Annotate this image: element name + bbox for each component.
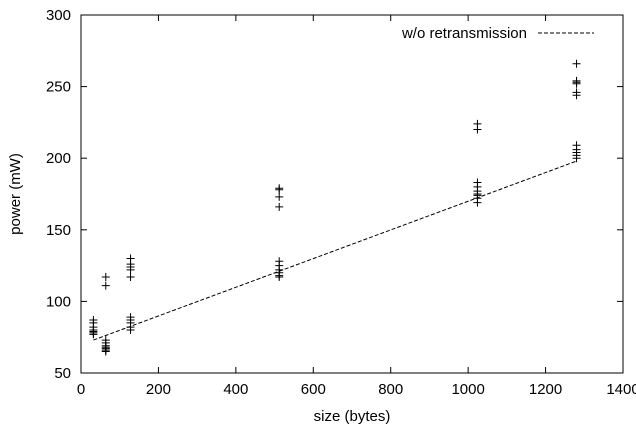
data-point	[126, 326, 135, 335]
data-point	[126, 265, 135, 274]
y-tick-label: 300	[46, 7, 71, 24]
series-line	[93, 160, 577, 341]
y-tick-label: 150	[46, 222, 71, 239]
ticks: 0 200 400 600 800 1000 1200 1400 50 100 150 200 250 3…	[46, 7, 636, 398]
data-point	[473, 198, 482, 207]
legend: w/o retransmission	[401, 25, 594, 42]
data-point	[101, 281, 110, 290]
y-tick-label: 100	[46, 293, 71, 310]
data-point	[275, 202, 284, 211]
x-tick-label: 400	[223, 381, 248, 398]
y-axis-label: power (mW)	[7, 153, 24, 235]
data-point	[572, 154, 581, 163]
x-tick-label: 1000	[451, 381, 484, 398]
x-tick-label: 0	[77, 381, 85, 398]
x-axis-label: size (bytes)	[314, 408, 391, 425]
data-point	[275, 192, 284, 201]
axes	[80, 14, 624, 374]
data-point	[473, 125, 482, 134]
y-tick-label: 250	[46, 79, 71, 96]
data-point	[275, 273, 284, 282]
data-point	[572, 91, 581, 100]
data-points	[89, 59, 581, 356]
data-point	[101, 273, 110, 282]
data-point	[101, 347, 110, 356]
data-point	[572, 59, 581, 68]
y-tick-label: 50	[54, 365, 71, 382]
series-lines	[93, 160, 577, 341]
x-tick-label: 1400	[606, 381, 636, 398]
x-tick-label: 200	[146, 381, 171, 398]
y-tick-label: 200	[46, 150, 71, 167]
x-tick-label: 1200	[529, 381, 562, 398]
data-point	[89, 330, 98, 339]
legend-label: w/o retransmission	[401, 25, 527, 42]
plot-frame	[80, 14, 624, 374]
data-point	[275, 185, 284, 194]
data-point	[126, 273, 135, 282]
x-tick-label: 600	[301, 381, 326, 398]
data-point	[572, 79, 581, 88]
x-tick-label: 800	[378, 381, 403, 398]
